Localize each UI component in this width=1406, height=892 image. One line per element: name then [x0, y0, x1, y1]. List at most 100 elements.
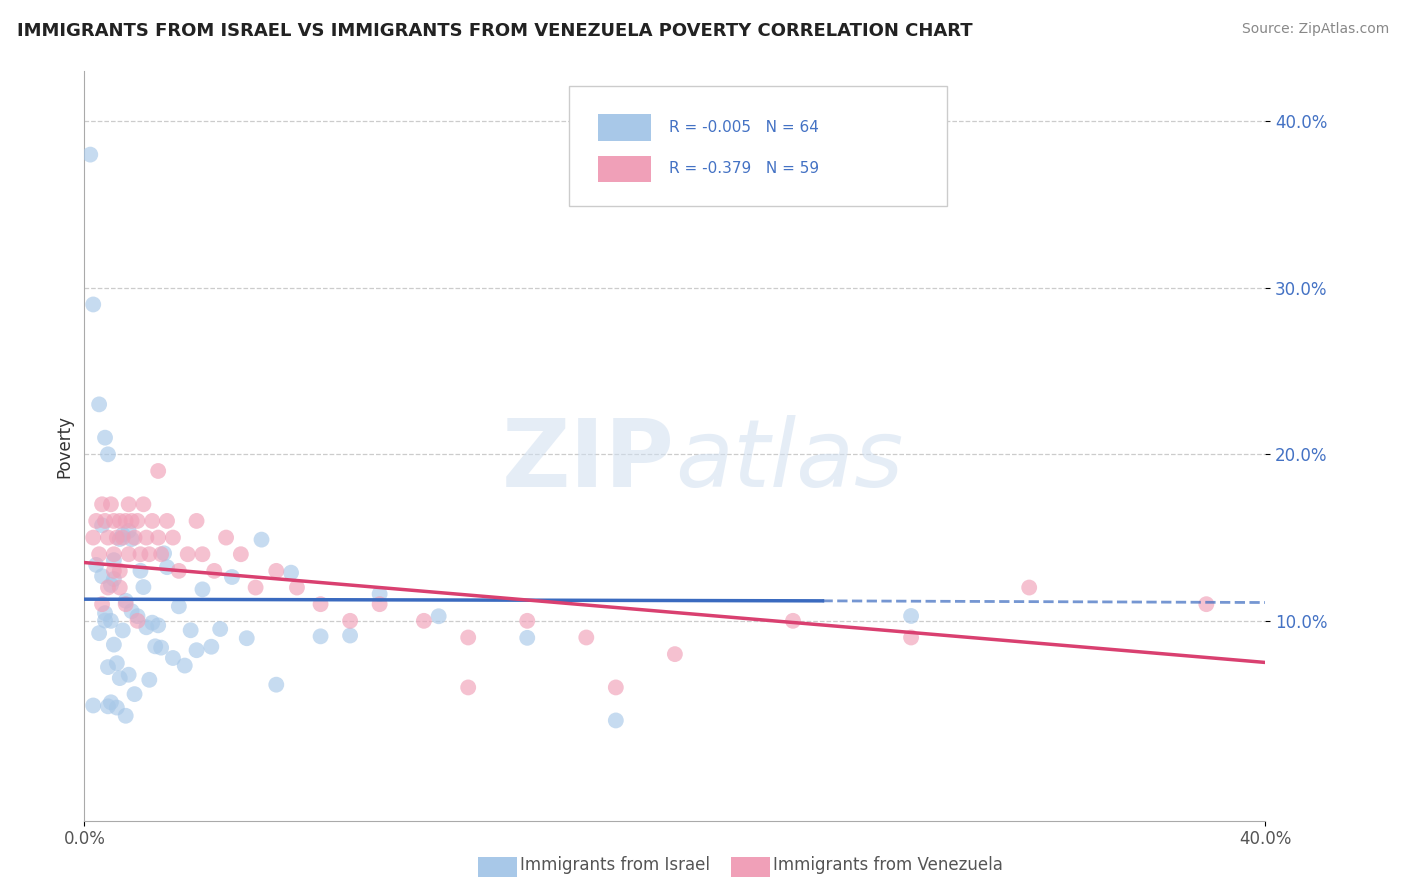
Point	[103, 547, 125, 561]
Point	[84, 558, 107, 572]
Point	[167, 599, 190, 614]
Point	[229, 547, 252, 561]
Point	[148, 531, 170, 545]
Point	[516, 614, 538, 628]
Point	[91, 569, 114, 583]
Point	[153, 546, 176, 560]
Point	[156, 560, 179, 574]
Point	[82, 698, 104, 713]
Point	[103, 514, 125, 528]
Point	[127, 514, 149, 528]
Point	[236, 631, 259, 645]
Point	[413, 614, 436, 628]
Point	[87, 397, 111, 411]
Point	[84, 514, 107, 528]
FancyBboxPatch shape	[598, 114, 651, 141]
Point	[100, 497, 122, 511]
Point	[516, 631, 538, 645]
Point	[108, 514, 131, 528]
Point	[97, 699, 120, 714]
Point	[91, 597, 114, 611]
Point	[209, 622, 232, 636]
Point	[309, 597, 332, 611]
Point	[900, 631, 922, 645]
Point	[124, 687, 146, 701]
Point	[111, 624, 134, 638]
Point	[202, 564, 225, 578]
Point	[108, 671, 131, 685]
Point	[900, 609, 922, 624]
Point	[148, 618, 170, 632]
Point	[108, 564, 131, 578]
Point	[309, 629, 332, 643]
Point	[427, 609, 450, 624]
Point	[368, 587, 391, 601]
Point	[118, 667, 141, 681]
Point	[114, 597, 136, 611]
Point	[138, 547, 160, 561]
Point	[127, 614, 149, 628]
Point	[103, 572, 125, 586]
Point	[111, 531, 134, 545]
Point	[167, 564, 190, 578]
Point	[97, 660, 120, 674]
Point	[191, 582, 214, 597]
Point	[97, 581, 120, 595]
Point	[339, 628, 361, 642]
Point	[82, 531, 104, 545]
Point	[186, 643, 208, 657]
Point	[162, 651, 184, 665]
Point	[114, 708, 136, 723]
Point	[575, 631, 598, 645]
Point	[105, 656, 128, 670]
Point	[121, 604, 143, 618]
FancyBboxPatch shape	[598, 155, 651, 182]
Point	[782, 614, 804, 628]
Point	[124, 531, 146, 545]
Point	[285, 581, 308, 595]
Point	[97, 447, 120, 461]
Point	[114, 514, 136, 528]
Point	[605, 714, 627, 728]
Point	[97, 531, 120, 545]
Point	[200, 640, 222, 654]
Point	[111, 527, 134, 541]
Point	[186, 514, 208, 528]
Point	[91, 518, 114, 533]
Point	[100, 695, 122, 709]
Point	[94, 606, 117, 620]
Point	[339, 614, 361, 628]
Point	[162, 531, 184, 545]
Point	[156, 514, 179, 528]
Text: R = -0.379   N = 59: R = -0.379 N = 59	[669, 161, 820, 177]
Point	[103, 564, 125, 578]
Text: IMMIGRANTS FROM ISRAEL VS IMMIGRANTS FROM VENEZUELA POVERTY CORRELATION CHART: IMMIGRANTS FROM ISRAEL VS IMMIGRANTS FRO…	[17, 22, 973, 40]
Point	[1018, 581, 1040, 595]
Point	[148, 464, 170, 478]
Point	[141, 615, 163, 630]
Point	[266, 564, 288, 578]
Point	[105, 531, 128, 545]
Point	[266, 678, 288, 692]
Point	[605, 681, 627, 695]
Point	[138, 673, 160, 687]
Point	[79, 147, 101, 161]
Point	[121, 532, 143, 546]
Point	[1195, 597, 1218, 611]
Point	[100, 614, 122, 628]
Point	[177, 547, 200, 561]
Text: Immigrants from Venezuela: Immigrants from Venezuela	[773, 856, 1002, 874]
Y-axis label: Poverty: Poverty	[55, 415, 73, 477]
Text: R = -0.005   N = 64: R = -0.005 N = 64	[669, 120, 818, 135]
Point	[118, 547, 141, 561]
Point	[127, 609, 149, 624]
Point	[118, 497, 141, 511]
Point	[129, 547, 152, 561]
Point	[150, 640, 173, 655]
Point	[135, 531, 157, 545]
Point	[94, 614, 117, 628]
Point	[82, 297, 104, 311]
Point	[221, 570, 243, 584]
Point	[132, 497, 155, 511]
Point	[457, 631, 479, 645]
